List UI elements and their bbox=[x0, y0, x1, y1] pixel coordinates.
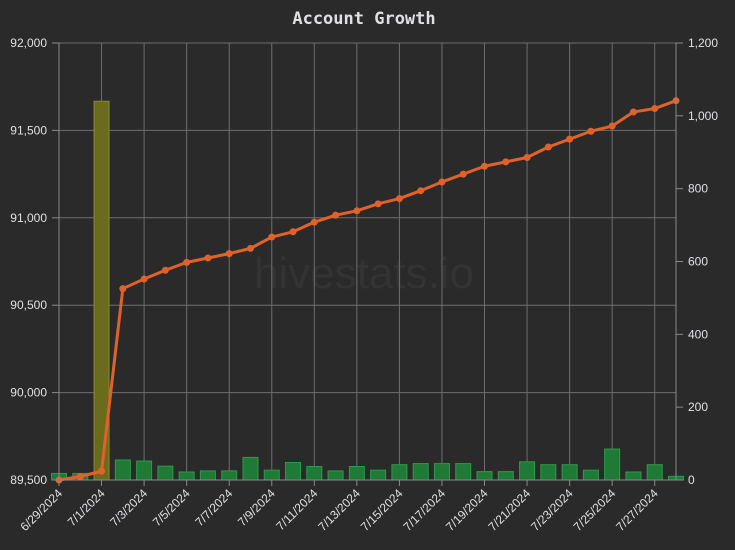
bar bbox=[242, 456, 259, 481]
line-point bbox=[161, 266, 169, 274]
line-point bbox=[353, 207, 361, 215]
line-point bbox=[651, 105, 659, 113]
bar bbox=[157, 465, 174, 481]
x-tick-label: 7/7/2024 bbox=[192, 486, 235, 529]
x-tick-label: 7/13/2024 bbox=[315, 486, 363, 534]
x-tick-label: 7/1/2024 bbox=[65, 486, 108, 529]
line-point bbox=[310, 218, 318, 226]
line-point bbox=[332, 211, 340, 219]
x-tick-label: 7/21/2024 bbox=[486, 486, 534, 534]
bar bbox=[136, 460, 153, 481]
chart-title: Account Growth bbox=[292, 9, 435, 29]
line-point bbox=[395, 195, 403, 203]
line-point bbox=[438, 178, 446, 186]
line-point bbox=[502, 158, 510, 166]
x-tick-label: 7/15/2024 bbox=[358, 486, 406, 534]
line-point bbox=[119, 285, 127, 293]
line-point bbox=[417, 187, 425, 195]
x-tick-label: 7/25/2024 bbox=[571, 486, 619, 534]
y-left-tick-label: 90,000 bbox=[10, 386, 47, 400]
line-point bbox=[523, 153, 531, 161]
bar bbox=[263, 469, 280, 481]
bar bbox=[221, 470, 238, 481]
line-point bbox=[246, 244, 254, 252]
line-point bbox=[459, 170, 467, 178]
line-point bbox=[629, 108, 637, 116]
line-point bbox=[98, 467, 106, 475]
line-point bbox=[587, 127, 595, 135]
bar bbox=[285, 462, 302, 481]
y-right-tick-label: 200 bbox=[688, 400, 708, 414]
x-tick-label: 7/5/2024 bbox=[150, 486, 193, 529]
line-point bbox=[608, 122, 616, 130]
x-tick-label: 7/23/2024 bbox=[528, 486, 576, 534]
bar bbox=[391, 464, 408, 481]
bar bbox=[327, 470, 344, 481]
y-right-tick-label: 600 bbox=[688, 255, 708, 269]
x-tick-label: 6/29/2024 bbox=[17, 486, 65, 534]
line-point bbox=[289, 228, 297, 236]
bar bbox=[646, 464, 663, 481]
x-tick-label: 7/17/2024 bbox=[400, 486, 448, 534]
y-right-tick-label: 1,000 bbox=[688, 109, 718, 123]
y-left-tick-label: 91,500 bbox=[10, 123, 47, 137]
bar bbox=[306, 466, 323, 481]
line-point bbox=[204, 254, 212, 262]
bar bbox=[582, 469, 599, 481]
line-path bbox=[58, 99, 677, 482]
bar bbox=[561, 464, 578, 481]
line-point bbox=[76, 473, 84, 481]
y-left-tick-label: 91,000 bbox=[10, 211, 47, 225]
y-right-tick-label: 1,200 bbox=[688, 36, 718, 50]
y-right-tick-label: 800 bbox=[688, 182, 708, 196]
bar bbox=[519, 461, 536, 481]
bar bbox=[348, 466, 365, 481]
grid bbox=[58, 42, 676, 481]
x-tick-label: 7/19/2024 bbox=[443, 486, 491, 534]
bar bbox=[604, 448, 621, 481]
line-point bbox=[140, 275, 148, 283]
bar bbox=[412, 463, 429, 481]
line-point bbox=[481, 162, 489, 170]
bar bbox=[178, 471, 195, 481]
line-point bbox=[374, 200, 382, 208]
x-tick-label: 7/11/2024 bbox=[273, 486, 320, 533]
line-series bbox=[55, 97, 680, 484]
line-point bbox=[225, 250, 233, 258]
bar bbox=[433, 463, 450, 481]
x-tick-label: 7/27/2024 bbox=[613, 486, 661, 534]
line-point bbox=[544, 143, 552, 151]
bar bbox=[370, 469, 387, 481]
line-point bbox=[268, 233, 276, 241]
bar bbox=[476, 471, 493, 481]
bar bbox=[455, 463, 472, 481]
line-point bbox=[566, 135, 574, 143]
line-point bbox=[183, 258, 191, 266]
bar bbox=[497, 471, 514, 481]
bar bbox=[540, 464, 557, 481]
x-tick-label: 7/3/2024 bbox=[107, 486, 150, 529]
y-left-tick-label: 90,500 bbox=[10, 298, 47, 312]
bar bbox=[199, 470, 216, 481]
bar bbox=[114, 459, 131, 481]
watermark: hivestats.io bbox=[254, 249, 474, 298]
y-left-tick-label: 92,000 bbox=[10, 36, 47, 50]
y-right-tick-label: 0 bbox=[688, 473, 695, 487]
bar bbox=[625, 471, 642, 481]
x-tick-label: 7/9/2024 bbox=[235, 486, 278, 529]
y-right-tick-label: 400 bbox=[688, 327, 708, 341]
y-left-tick-label: 89,500 bbox=[10, 473, 47, 487]
